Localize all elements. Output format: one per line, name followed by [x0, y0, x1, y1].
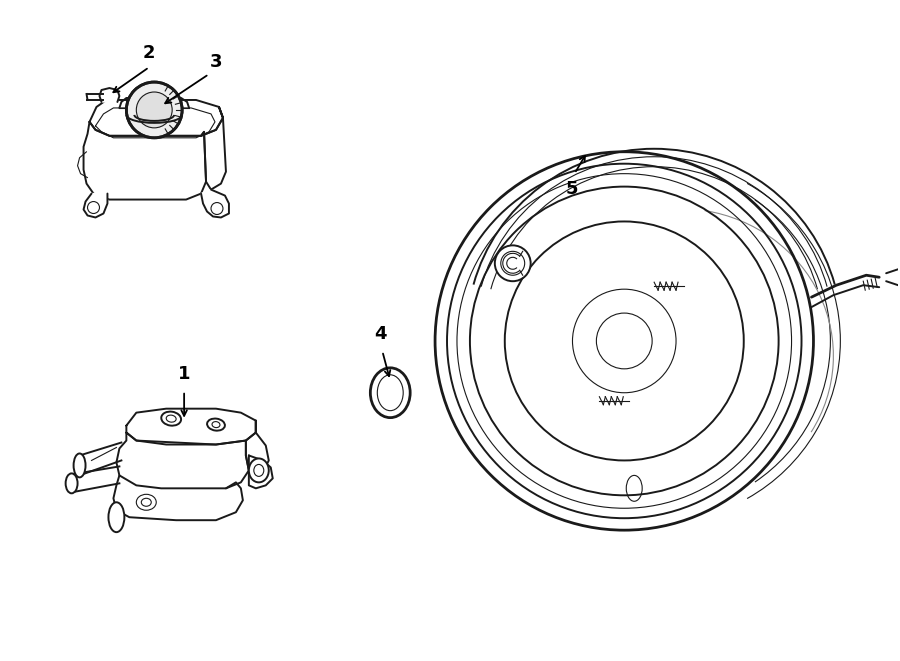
Ellipse shape — [370, 368, 410, 418]
Polygon shape — [116, 432, 248, 488]
Ellipse shape — [66, 473, 77, 493]
Polygon shape — [84, 122, 206, 200]
Polygon shape — [126, 408, 256, 444]
Text: 4: 4 — [374, 325, 386, 343]
Circle shape — [136, 92, 172, 128]
Polygon shape — [248, 455, 273, 488]
Polygon shape — [113, 475, 243, 520]
Ellipse shape — [248, 459, 269, 483]
Text: 5: 5 — [565, 180, 578, 198]
Ellipse shape — [108, 502, 124, 532]
Polygon shape — [201, 107, 226, 190]
Polygon shape — [100, 88, 120, 102]
Polygon shape — [84, 194, 107, 217]
Text: 2: 2 — [143, 44, 156, 62]
Polygon shape — [201, 190, 229, 217]
Circle shape — [87, 202, 100, 214]
Polygon shape — [89, 100, 223, 136]
Polygon shape — [246, 420, 269, 479]
Ellipse shape — [74, 453, 86, 477]
Circle shape — [126, 82, 182, 137]
Text: 1: 1 — [178, 365, 191, 383]
Circle shape — [433, 150, 815, 532]
Circle shape — [211, 202, 223, 214]
Ellipse shape — [136, 494, 157, 510]
Ellipse shape — [207, 418, 225, 431]
Ellipse shape — [161, 412, 181, 426]
Circle shape — [495, 245, 531, 281]
Text: 3: 3 — [210, 53, 222, 71]
